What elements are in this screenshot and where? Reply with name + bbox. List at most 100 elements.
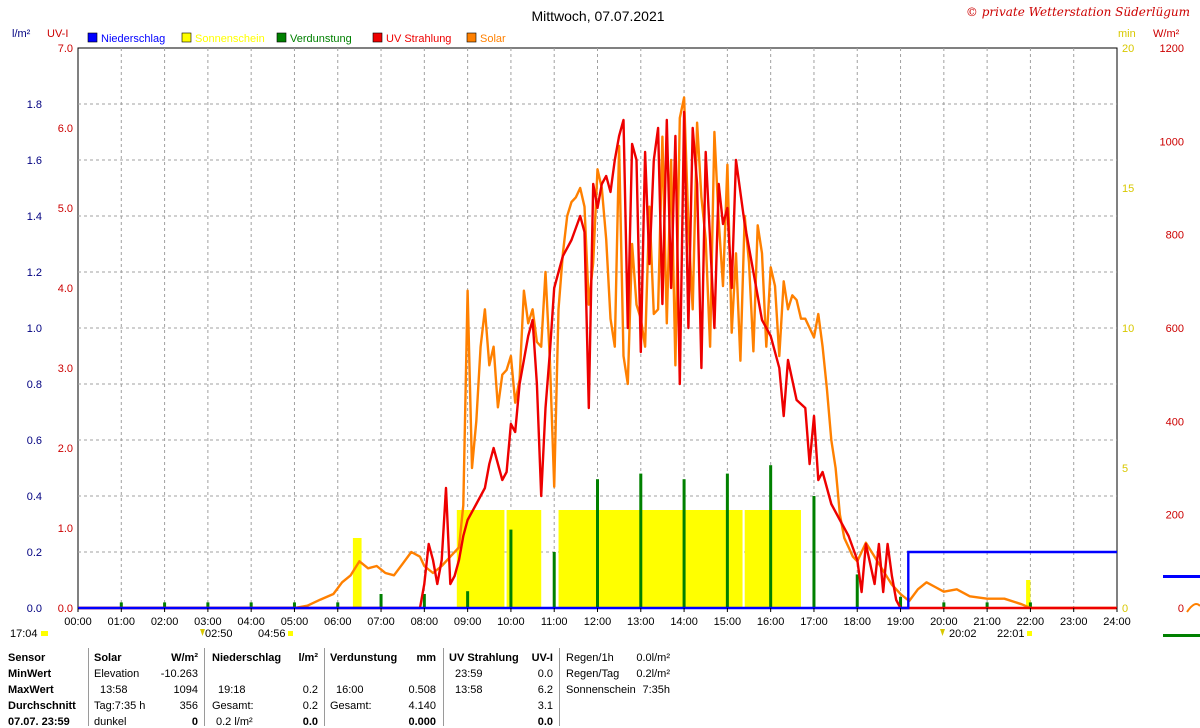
uv-tick-label: 0.0 — [58, 603, 73, 615]
chart-title: Mittwoch, 07.07.2021 — [531, 8, 664, 24]
precip-total-value: 0.2 — [302, 700, 318, 712]
x-tick-label: 23:00 — [1060, 616, 1088, 628]
precip-tick-label: 0.0 — [27, 603, 42, 615]
copyright-label: © private Wetterstation Süderlügum — [966, 5, 1190, 19]
solar-tick-label: 1200 — [1160, 43, 1184, 55]
evaporation-bar — [552, 552, 556, 608]
precip-now-value: 0.0 — [302, 716, 318, 728]
uv-tick-label: 7.0 — [58, 43, 73, 55]
sun-times: 17:04 02:50 04:56 20:02 22:01 — [10, 628, 1032, 640]
sunshine-tick-label: 20 — [1122, 43, 1134, 55]
sunshine-tick-label: 15 — [1122, 183, 1134, 195]
evaporation-bars — [119, 465, 1032, 608]
solar-max-value: 1094 — [173, 684, 198, 696]
precip-tick-label: 0.6 — [27, 435, 42, 447]
x-tick-label: 01:00 — [108, 616, 136, 628]
x-tick-label: 03:00 — [194, 616, 222, 628]
x-tick-label: 11:00 — [541, 616, 568, 628]
uv-line — [78, 110, 1117, 610]
evap-total-value: 4.140 — [408, 700, 436, 712]
legend-label-uv: UV Strahlung — [386, 33, 451, 45]
stats-label-sensor: Sensor — [8, 652, 46, 664]
evaporation-bar — [292, 602, 296, 608]
evaporation-bar — [422, 594, 426, 608]
x-tick-label: 09:00 — [454, 616, 482, 628]
precipitation-line — [78, 550, 1117, 610]
uv-tick-label: 1.0 — [58, 523, 73, 535]
uv-min-value: 0.0 — [537, 668, 553, 680]
x-tick-label: 15:00 — [714, 616, 742, 628]
evaporation-bar — [769, 465, 773, 608]
x-tick-label: 04:00 — [237, 616, 265, 628]
stats-label-max: MaxWert — [8, 684, 54, 696]
precip-tick-label: 1.2 — [27, 267, 42, 279]
precip-now-label: 0.2 l/m² — [216, 716, 253, 728]
sunshine-axis-unit: min — [1118, 28, 1136, 40]
x-tick-label: 20:00 — [930, 616, 958, 628]
evaporation-bar — [509, 529, 513, 608]
x-tick-label: 08:00 — [411, 616, 439, 628]
solar-line — [78, 96, 1117, 610]
x-tick-label: 00:00 — [64, 616, 92, 628]
legend-swatch-uv — [372, 32, 383, 43]
precip-tick-label: 0.4 — [27, 491, 42, 503]
precip-axis-unit: l/m² — [12, 28, 31, 40]
stats-label-avg: Durchschnitt — [8, 700, 76, 712]
solar-avg-value: 356 — [179, 700, 198, 712]
legend-swatch-sonnenschein — [181, 32, 192, 43]
x-tick-label: 14:00 — [670, 616, 698, 628]
rain-hour-label: Regen/1h — [566, 652, 614, 664]
evaporation-bar — [336, 602, 340, 608]
sunrise-label-b: 04:56 — [258, 628, 286, 640]
precip-tick-label: 0.8 — [27, 379, 42, 391]
uv-tick-label: 6.0 — [58, 123, 73, 135]
legend-label-verdunstung: Verdunstung — [290, 33, 352, 45]
x-tick-label: 21:00 — [973, 616, 1001, 628]
precip-tick-label: 1.8 — [27, 99, 42, 111]
uv-axis-unit: UV-I — [47, 28, 68, 40]
sunrise-label-a: 02:50 — [205, 628, 233, 640]
sunshine-tick-label: 10 — [1122, 323, 1134, 335]
weather-chart: 00:00 01:00 02:00 03:00 04:00 05:00 06:00 07:00… — [10, 5, 1200, 640]
uv-max-value: 6.2 — [537, 684, 553, 696]
evaporation-bar — [119, 602, 123, 608]
evaporation-bar — [855, 574, 859, 608]
legend-label-solar: Solar — [480, 33, 506, 45]
precip-tick-label: 1.4 — [27, 211, 42, 223]
x-tick-label: 18:00 — [843, 616, 871, 628]
solar-unit: W/m² — [171, 652, 198, 664]
solar-tick-label: 200 — [1166, 510, 1184, 522]
legend-label-niederschlag: Niederschlag — [101, 33, 165, 45]
sunshine-bar — [456, 510, 505, 608]
evap-unit: mm — [416, 652, 436, 664]
evaporation-bar — [812, 496, 816, 608]
solar-avg-label: Tag:7:35 h — [94, 700, 146, 712]
rain-day-value: 0.2l/m² — [636, 668, 670, 680]
evaporation-bar — [639, 473, 643, 608]
precip-tick-label: 0.2 — [27, 547, 42, 559]
solar-tick-label: 400 — [1166, 416, 1184, 428]
sunshine-tick-label: 5 — [1122, 463, 1128, 475]
evap-now-value: 0.000 — [408, 716, 436, 728]
uv-now-value: 0.0 — [537, 716, 553, 728]
solar-header: Solar — [94, 652, 122, 664]
sunshine-bar — [352, 538, 362, 608]
uv-tick-label: 4.0 — [58, 283, 73, 295]
evaporation-bar — [596, 479, 599, 608]
precip-max-value: 0.2 — [302, 684, 318, 696]
precip-max-label: 19:18 — [218, 684, 246, 696]
precip-tick-label: 1.6 — [27, 155, 42, 167]
sunshine-bar — [744, 510, 801, 608]
solar-axis-unit: W/m² — [1153, 28, 1180, 40]
precip-header: Niederschlag — [212, 652, 282, 664]
uv-tick-label: 2.0 — [58, 443, 73, 455]
x-tick-label: 13:00 — [627, 616, 655, 628]
x-tick-label: 06:00 — [324, 616, 352, 628]
legend-swatch-niederschlag — [87, 32, 98, 43]
solar-min-label: Elevation — [94, 668, 140, 680]
x-tick-label: 07:00 — [367, 616, 395, 628]
sunshine-bars — [352, 510, 1031, 608]
evap-header: Verdunstung — [330, 652, 398, 664]
x-tick-label: 22:00 — [1017, 616, 1045, 628]
legend-label-sonnenschein: Sonnenschein — [195, 33, 265, 45]
